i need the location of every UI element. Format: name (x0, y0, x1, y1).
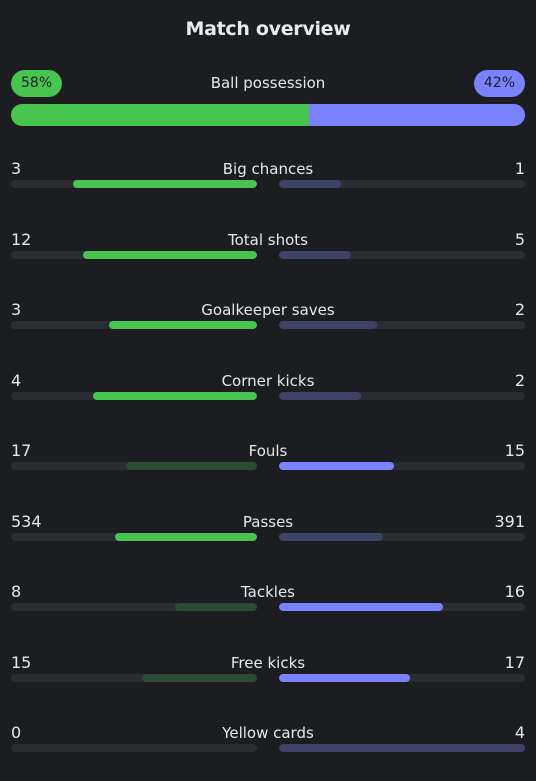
away-possession-badge: 42% (473, 70, 525, 97)
home-stat-track (11, 321, 257, 329)
away-stat-bar (279, 321, 378, 329)
possession-bar (11, 104, 525, 126)
away-stat-value: 391 (494, 511, 525, 531)
stat-label: Yellow cards (222, 724, 314, 742)
stat-row: 534 Passes 391 (11, 512, 525, 557)
away-stat-track (279, 391, 525, 400)
home-stat-track (11, 462, 257, 470)
home-stat-value: 12 (11, 229, 32, 249)
away-stat-value: 5 (514, 229, 525, 249)
away-stat-track (279, 462, 525, 470)
home-stat-track (11, 180, 257, 188)
stat-label: Total shots (228, 230, 308, 249)
away-stat-track (279, 321, 525, 329)
away-stat-value: 2 (514, 300, 525, 319)
home-stat-value: 534 (11, 511, 42, 531)
stat-row: 3 Goalkeeper saves 2 (11, 300, 525, 345)
away-stat-value: 17 (504, 652, 525, 672)
stat-label: Tackles (240, 583, 296, 601)
home-stat-bar (126, 462, 257, 470)
home-stat-track (11, 603, 257, 611)
stat-row: 8 Tackles 16 (11, 582, 525, 627)
possession-label: Ball possession (210, 74, 326, 92)
away-stat-value: 1 (514, 159, 525, 178)
home-stat-bar (115, 532, 257, 541)
home-stat-track (11, 532, 257, 541)
away-stat-bar (279, 603, 444, 611)
away-stat-bar (279, 673, 410, 682)
stat-label: Corner kicks (221, 371, 315, 390)
home-stat-bar (141, 673, 257, 682)
home-possession-badge: 58% (11, 70, 63, 97)
home-stat-track (11, 250, 257, 259)
home-stat-value: 17 (11, 441, 32, 460)
home-stat-bar (72, 180, 257, 188)
away-stat-bar (279, 532, 384, 541)
stat-row: 0 Yellow cards 4 (11, 723, 525, 768)
away-stat-value: 16 (504, 582, 525, 601)
away-stat-track (279, 180, 525, 188)
home-stat-value: 3 (11, 159, 22, 178)
away-stat-bar (279, 391, 361, 400)
stat-label: Free kicks (230, 653, 306, 672)
away-stat-track (279, 250, 525, 259)
home-stat-value: 8 (11, 582, 22, 601)
stat-row: 12 Total shots 5 (11, 230, 525, 275)
possession-header: 58% Ball possession 42% (11, 70, 525, 97)
home-stat-track (11, 673, 257, 682)
stat-label: Passes (242, 512, 294, 531)
home-stat-bar (83, 250, 257, 259)
home-stat-track (11, 744, 257, 752)
away-stat-bar (279, 744, 525, 752)
away-stat-bar (279, 462, 395, 470)
home-stat-value: 4 (11, 370, 22, 390)
away-stat-track (279, 744, 525, 752)
home-stat-bar (109, 321, 257, 329)
away-stat-bar (279, 180, 341, 188)
stat-label: Big chances (222, 160, 314, 178)
stat-label: Fouls (248, 442, 288, 460)
home-stat-track (11, 391, 257, 400)
panel-title: Match overview (185, 18, 351, 40)
home-stat-value: 0 (11, 723, 22, 742)
away-stat-track (279, 603, 525, 611)
home-stat-value: 3 (11, 300, 22, 319)
stat-row: 3 Big chances 1 (11, 159, 525, 204)
home-stat-bar (175, 603, 257, 611)
away-stat-value: 4 (514, 723, 525, 742)
away-stat-track (279, 673, 525, 682)
away-stat-value: 15 (504, 441, 525, 460)
stat-row: 4 Corner kicks 2 (11, 371, 525, 416)
possession-bar-home (11, 104, 310, 126)
home-stat-bar (92, 391, 257, 400)
stat-row: 15 Free kicks 17 (11, 653, 525, 698)
away-stat-bar (279, 250, 352, 259)
stat-label: Goalkeeper saves (201, 301, 335, 319)
home-stat-value: 15 (11, 652, 32, 672)
away-stat-value: 2 (514, 370, 525, 390)
stat-row: 17 Fouls 15 (11, 441, 525, 486)
possession-bar-away (309, 104, 525, 126)
away-stat-track (279, 532, 525, 541)
